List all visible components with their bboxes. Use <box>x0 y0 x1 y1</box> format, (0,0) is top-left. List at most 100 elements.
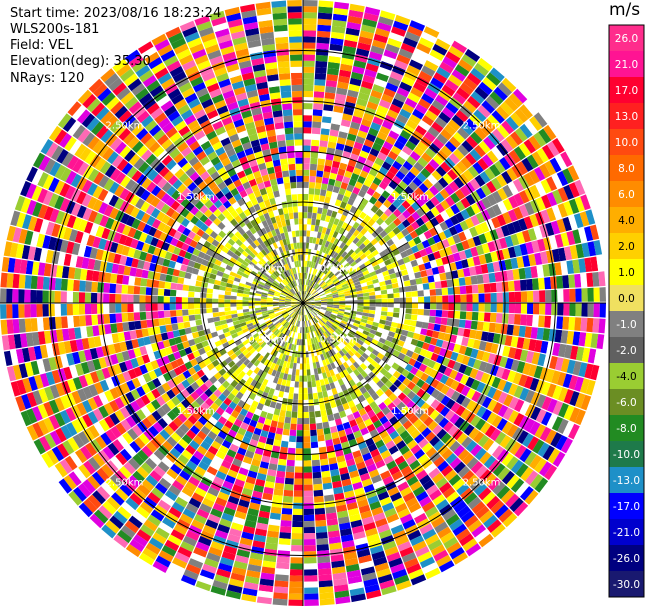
velocity-gate <box>280 309 287 313</box>
velocity-gate <box>374 290 382 296</box>
velocity-gate <box>220 319 227 325</box>
velocity-gate <box>95 249 104 261</box>
velocity-gate <box>142 547 158 561</box>
velocity-gate <box>580 317 588 332</box>
velocity-gate <box>225 264 233 271</box>
velocity-gate <box>375 298 382 303</box>
velocity-gate <box>363 359 371 367</box>
velocity-gate <box>120 382 131 394</box>
velocity-gate <box>283 313 289 319</box>
velocity-gate <box>37 172 49 188</box>
velocity-gate <box>440 210 450 221</box>
velocity-gate <box>199 383 209 393</box>
velocity-gate <box>411 308 418 315</box>
velocity-gate <box>194 292 201 298</box>
velocity-gate <box>479 469 493 483</box>
velocity-gate <box>48 304 55 317</box>
velocity-gate <box>463 366 473 377</box>
velocity-gate <box>130 358 139 369</box>
velocity-gate <box>197 481 210 492</box>
velocity-gate <box>366 336 374 343</box>
velocity-gate <box>92 199 103 212</box>
velocity-gate <box>575 243 585 259</box>
velocity-gate <box>274 337 280 344</box>
velocity-gate <box>303 309 305 315</box>
velocity-gate <box>315 323 320 330</box>
velocity-gate <box>224 307 231 312</box>
velocity-gate <box>245 320 253 325</box>
velocity-gate <box>474 447 487 461</box>
velocity-gate <box>481 100 495 114</box>
velocity-gate <box>508 291 516 303</box>
velocity-gate <box>260 341 267 348</box>
velocity-gate <box>333 443 343 452</box>
velocity-gate <box>438 111 451 124</box>
velocity-gate <box>455 382 465 394</box>
velocity-gate <box>66 304 73 316</box>
velocity-gate <box>101 464 114 478</box>
velocity-gate <box>318 360 324 368</box>
velocity-gate <box>347 350 355 357</box>
velocity-gate <box>406 424 417 435</box>
velocity-gate <box>298 345 301 352</box>
velocity-gate <box>308 304 315 308</box>
velocity-gate <box>392 420 403 431</box>
velocity-gate <box>325 345 331 352</box>
velocity-gate <box>278 325 284 332</box>
velocity-gate <box>289 569 303 576</box>
velocity-gate <box>452 428 464 441</box>
velocity-gate <box>293 393 299 400</box>
velocity-gate <box>336 327 343 334</box>
velocity-gate <box>83 460 96 475</box>
velocity-gate <box>221 459 232 470</box>
velocity-gate <box>239 279 247 285</box>
velocity-gate <box>303 309 305 316</box>
velocity-gate <box>397 258 405 266</box>
velocity-gate <box>113 510 128 525</box>
velocity-gate <box>323 98 335 106</box>
velocity-gate <box>307 267 311 274</box>
velocity-gate <box>346 164 355 173</box>
velocity-gate <box>572 361 582 376</box>
velocity-gate <box>386 513 400 524</box>
velocity-gate <box>272 300 279 302</box>
velocity-gate <box>163 303 170 311</box>
velocity-gate <box>81 338 90 350</box>
velocity-gate <box>156 341 165 350</box>
velocity-gate <box>544 315 552 328</box>
velocity-gate <box>215 363 223 372</box>
velocity-gate <box>404 285 412 292</box>
velocity-gate <box>326 408 333 416</box>
velocity-gate <box>329 316 336 321</box>
velocity-gate <box>315 276 320 283</box>
velocity-gate <box>197 269 205 277</box>
velocity-gate <box>534 458 547 473</box>
velocity-gate <box>339 300 346 303</box>
velocity-gate <box>304 278 307 285</box>
velocity-gate <box>392 317 399 323</box>
velocity-gate <box>236 505 249 514</box>
velocity-gate <box>285 336 290 343</box>
velocity-gate <box>307 279 311 286</box>
velocity-gate <box>244 389 252 398</box>
velocity-gate <box>374 562 390 572</box>
velocity-gate <box>128 276 136 286</box>
velocity-gate <box>248 300 255 303</box>
velocity-gate <box>251 400 259 409</box>
velocity-gate <box>76 402 87 416</box>
velocity-gate <box>88 425 100 439</box>
velocity-gate <box>304 575 318 582</box>
velocity-gate <box>227 415 237 424</box>
velocity-gate <box>309 411 315 418</box>
velocity-gate <box>207 513 221 524</box>
velocity-gate <box>369 299 376 303</box>
velocity-gate <box>306 326 310 333</box>
velocity-gate <box>78 350 87 363</box>
velocity-gate <box>327 343 333 351</box>
velocity-gate <box>478 140 491 154</box>
velocity-gate <box>330 362 336 370</box>
velocity-gate <box>161 382 171 393</box>
velocity-gate <box>128 515 143 529</box>
velocity-gate <box>305 351 309 358</box>
velocity-gate <box>524 201 535 216</box>
